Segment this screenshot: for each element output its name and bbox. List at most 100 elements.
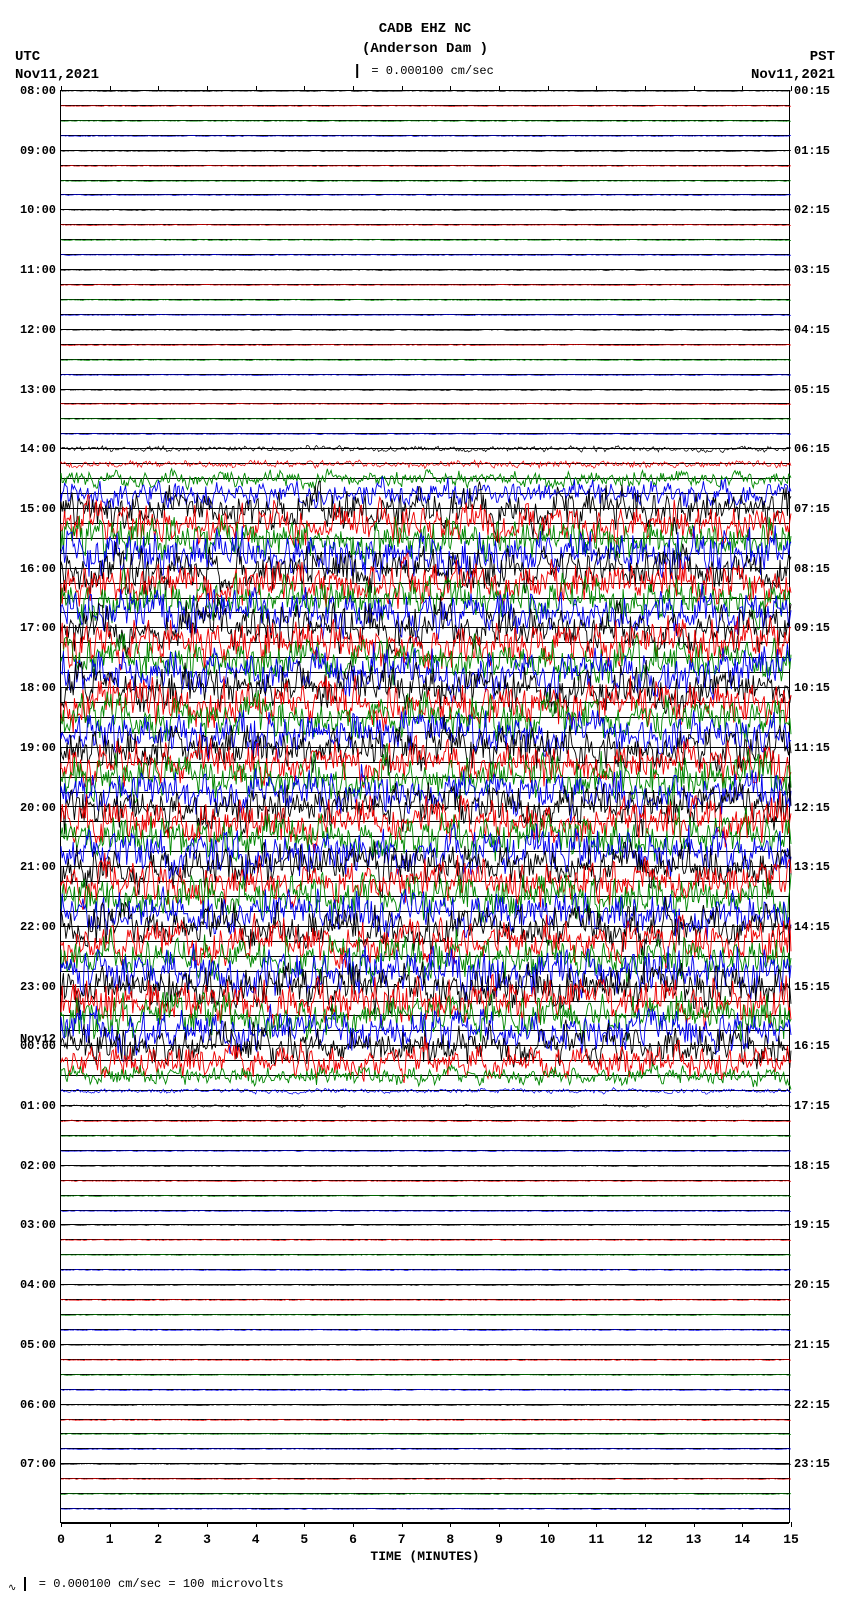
trace-row — [61, 703, 789, 718]
trace-row — [61, 1300, 789, 1315]
trace-row — [61, 972, 789, 987]
trace-row — [61, 1181, 789, 1196]
utc-time-label: 17:00 — [6, 621, 56, 635]
trace-row — [61, 912, 789, 927]
trace-row — [61, 210, 789, 225]
trace-row — [61, 1434, 789, 1449]
trace-row — [61, 1151, 789, 1166]
utc-time-label: 10:00 — [6, 203, 56, 217]
x-tick-label: 2 — [154, 1532, 162, 1547]
trace-row — [61, 1494, 789, 1509]
pst-time-label: 09:15 — [794, 621, 844, 635]
trace-row — [61, 613, 789, 628]
trace-row — [61, 852, 789, 867]
trace-row — [61, 927, 789, 942]
x-axis-title: TIME (MINUTES) — [370, 1549, 479, 1564]
pst-time-label: 17:15 — [794, 1099, 844, 1113]
trace-row — [61, 300, 789, 315]
trace-row — [61, 330, 789, 345]
utc-time-label: 22:00 — [6, 920, 56, 934]
pst-time-label: 06:15 — [794, 442, 844, 456]
utc-time-label: 23:00 — [6, 980, 56, 994]
trace-row — [61, 1091, 789, 1106]
x-tick-label: 3 — [203, 1532, 211, 1547]
left-timezone-label: UTC Nov11,2021 — [15, 48, 99, 84]
x-tick-label: 4 — [252, 1532, 260, 1547]
trace-row — [61, 628, 789, 643]
trace-row — [61, 1464, 789, 1479]
trace-row — [61, 1121, 789, 1136]
trace-row — [61, 1225, 789, 1240]
trace-row — [61, 1255, 789, 1270]
utc-time-label: 14:00 — [6, 442, 56, 456]
trace-row — [61, 897, 789, 912]
pst-time-label: 04:15 — [794, 323, 844, 337]
trace-row — [61, 360, 789, 375]
x-tick-label: 12 — [637, 1532, 653, 1547]
trace-row — [61, 434, 789, 449]
utc-time-label: 08:00 — [6, 84, 56, 98]
pst-time-label: 10:15 — [794, 681, 844, 695]
trace-row — [61, 285, 789, 300]
trace-row — [61, 584, 789, 599]
pst-time-label: 11:15 — [794, 741, 844, 755]
trace-row — [61, 1031, 789, 1046]
trace-row — [61, 449, 789, 464]
trace-row — [61, 1196, 789, 1211]
x-tick — [791, 86, 792, 91]
x-tick-label: 14 — [735, 1532, 751, 1547]
utc-time-label: 12:00 — [6, 323, 56, 337]
trace-row — [61, 987, 789, 1002]
trace-row — [61, 1240, 789, 1255]
trace-row — [61, 1330, 789, 1345]
utc-time-label: 01:00 — [6, 1099, 56, 1113]
trace-row — [61, 375, 789, 390]
trace-row — [61, 778, 789, 793]
trace-row — [61, 225, 789, 240]
x-tick-label: 11 — [589, 1532, 605, 1547]
trace-row — [61, 345, 789, 360]
trace-row — [61, 1405, 789, 1420]
trace-row — [61, 808, 789, 823]
pst-time-label: 03:15 — [794, 263, 844, 277]
trace-row — [61, 1270, 789, 1285]
trace-row — [61, 1390, 789, 1405]
trace-row — [61, 195, 789, 210]
trace-row — [61, 1106, 789, 1121]
utc-time-label: 09:00 — [6, 144, 56, 158]
x-tick — [791, 1522, 792, 1527]
x-tick-label: 6 — [349, 1532, 357, 1547]
x-tick-label: 8 — [446, 1532, 454, 1547]
pst-time-label: 14:15 — [794, 920, 844, 934]
pst-time-label: 01:15 — [794, 144, 844, 158]
pst-time-label: 16:15 — [794, 1039, 844, 1053]
scale-bar-icon — [356, 64, 358, 78]
pst-time-label: 13:15 — [794, 860, 844, 874]
x-tick-label: 10 — [540, 1532, 556, 1547]
trace-row — [61, 554, 789, 569]
trace-row — [61, 1166, 789, 1181]
trace-row — [61, 658, 789, 673]
trace-row — [61, 106, 789, 121]
trace-row — [61, 837, 789, 852]
trace-row — [61, 957, 789, 972]
trace-row — [61, 1345, 789, 1360]
trace-row — [61, 942, 789, 957]
pst-time-label: 19:15 — [794, 1218, 844, 1232]
trace-row — [61, 1420, 789, 1435]
utc-time-label: 13:00 — [6, 383, 56, 397]
trace-row — [61, 1509, 789, 1524]
pst-time-label: 02:15 — [794, 203, 844, 217]
trace-row — [61, 718, 789, 733]
pst-time-label: 00:15 — [794, 84, 844, 98]
trace-row — [61, 121, 789, 136]
pst-time-label: 20:15 — [794, 1278, 844, 1292]
trace-row — [61, 688, 789, 703]
utc-time-label: 18:00 — [6, 681, 56, 695]
trace-row — [61, 1076, 789, 1091]
trace-row — [61, 599, 789, 614]
trace-row — [61, 136, 789, 151]
trace-row — [61, 733, 789, 748]
x-tick-label: 7 — [398, 1532, 406, 1547]
trace-row — [61, 1046, 789, 1061]
